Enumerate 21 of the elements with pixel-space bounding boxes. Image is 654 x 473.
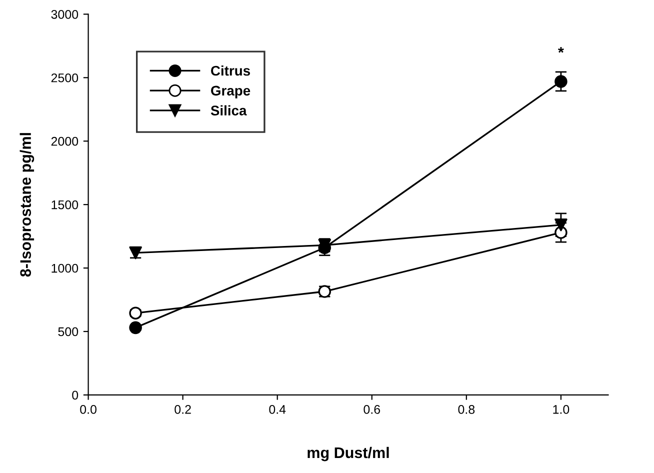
x-tick-label: 0.2: [174, 405, 191, 414]
y-tick-label: 2000: [51, 136, 78, 146]
x-tick-label: 0.0: [80, 405, 96, 414]
y-tick-label: 2500: [51, 73, 78, 82]
y-tick-label: 1000: [52, 264, 78, 273]
x-tick-label: 0.6: [364, 405, 380, 414]
y-tick-label: 500: [58, 327, 78, 336]
point: [554, 218, 568, 232]
legend-label: Citrus: [211, 65, 250, 76]
legend-label: Grape: [211, 86, 250, 98]
y-tick-label: 3000: [51, 10, 78, 19]
annotation: *: [558, 47, 564, 53]
y-tick-label: 0: [72, 390, 78, 400]
y-axis-title: 8-Isoprostane pg/ml: [20, 133, 34, 277]
legend-label: Silica: [210, 105, 247, 116]
x-tick-label: 0.8: [458, 405, 475, 414]
x-axis-title: mg Dust/ml: [308, 446, 389, 462]
x-tick-label: 1.0: [553, 405, 570, 414]
x-tick-label: 0.4: [269, 405, 286, 414]
point: [129, 246, 142, 260]
y-tick-label: 1500: [52, 200, 78, 210]
